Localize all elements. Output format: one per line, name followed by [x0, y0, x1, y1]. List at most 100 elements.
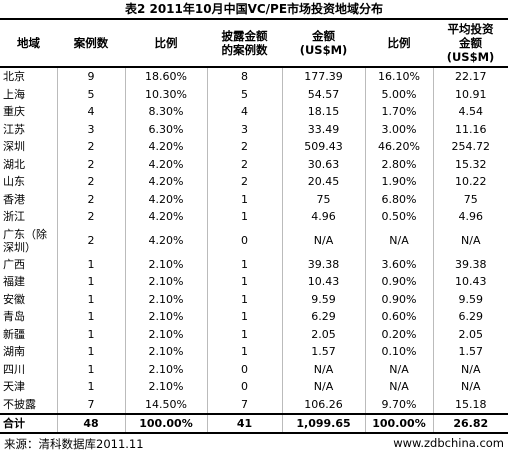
cell: 1 — [56, 255, 125, 273]
cell: 1.57 — [281, 343, 365, 361]
cell: 1.70% — [364, 103, 433, 121]
table-row: 天津 1 2.10% 0 N/A N/A N/A — [0, 378, 508, 396]
header-line: 金额 — [312, 29, 335, 43]
cell: 4.20% — [124, 155, 207, 173]
cell: 1 — [56, 325, 125, 343]
table-row: 浙江 2 4.20% 1 4.96 0.50% 4.96 — [0, 208, 508, 226]
cell: 2.05 — [432, 325, 508, 343]
cell: 3 — [56, 120, 125, 138]
cell: 0 — [206, 225, 282, 256]
cell: 1 — [56, 308, 125, 326]
cell: 6.30% — [124, 120, 207, 138]
cell: 254.72 — [432, 138, 508, 156]
cell: 26.82 — [432, 413, 508, 434]
cell: 41 — [206, 413, 282, 434]
cell: 4.20% — [124, 208, 207, 226]
cell: N/A — [432, 378, 508, 396]
cell: 3.60% — [364, 255, 433, 273]
cell: 10.30% — [124, 85, 207, 103]
cell: 四川 — [3, 362, 25, 376]
header-cell: 金额 (US$M) — [282, 18, 365, 68]
table-row: 山东 2 4.20% 2 20.45 1.90% 10.22 — [0, 173, 508, 191]
cell: 香港 — [3, 192, 25, 206]
cell: 1 — [56, 378, 125, 396]
cell: 33.49 — [281, 120, 365, 138]
cell: 2.10% — [124, 343, 207, 361]
cell: 6.29 — [281, 308, 365, 326]
table-row: 深圳 2 4.20% 2 509.43 46.20% 254.72 — [0, 138, 508, 156]
cell: 100.00% — [364, 413, 433, 434]
cell: 2.10% — [124, 325, 207, 343]
cell: 1.90% — [364, 173, 433, 191]
cell: 福建 — [3, 275, 25, 289]
header-cell: 平均投资 金额 (US$M) — [433, 18, 508, 68]
cell: 1 — [56, 343, 125, 361]
cell: 1 — [56, 273, 125, 291]
cell: 安徽 — [3, 292, 25, 306]
cell: 2 — [56, 208, 125, 226]
cell: 1 — [206, 273, 282, 291]
cell: 2.05 — [281, 325, 365, 343]
cell: 4.20% — [124, 173, 207, 191]
cell: 2.10% — [124, 308, 207, 326]
cell: 1 — [206, 343, 282, 361]
cell: 1 — [206, 325, 282, 343]
cell: 青岛 — [3, 310, 25, 324]
cell: 15.32 — [432, 155, 508, 173]
table-row: 青岛 1 2.10% 1 6.29 0.60% 6.29 — [0, 308, 508, 326]
cell: 16.10% — [364, 67, 433, 86]
cell: 2 — [56, 225, 125, 256]
cell: 重庆 — [3, 105, 25, 119]
cell: 山东 — [3, 175, 25, 189]
cell: 46.20% — [364, 138, 433, 156]
cell: 3.00% — [364, 120, 433, 138]
header-cell: 比例 — [365, 18, 433, 68]
header-cell: 地域 — [0, 18, 57, 68]
header-line: 地域 — [17, 36, 40, 50]
header-line: (US$M) — [446, 50, 495, 64]
cell: 4 — [56, 103, 125, 121]
cell: 100.00% — [124, 413, 207, 434]
cell: N/A — [281, 225, 365, 256]
cell: 4 — [206, 103, 282, 121]
header-cell: 比例 — [125, 18, 207, 68]
cell: 6.29 — [432, 308, 508, 326]
cell: 4.54 — [432, 103, 508, 121]
cell: 75 — [281, 190, 365, 208]
cell: 5 — [56, 85, 125, 103]
cell: 0.10% — [364, 343, 433, 361]
table-row: 四川 1 2.10% 0 N/A N/A N/A — [0, 360, 508, 378]
table-body: 北京 9 18.60% 8 177.39 16.10% 22.17 上海 5 10.30% 5 54.… — [0, 67, 508, 434]
cell: 106.26 — [281, 395, 365, 414]
cell: 10.43 — [432, 273, 508, 291]
cell: 湖北 — [3, 157, 25, 171]
cell: 22.17 — [432, 67, 508, 86]
header-line: 案例数 — [73, 36, 109, 50]
header-line: 比例 — [154, 36, 178, 50]
cell: 2 — [206, 155, 282, 173]
cell: 30.63 — [281, 155, 365, 173]
cell: 北京 — [3, 70, 25, 84]
cell: 1 — [56, 290, 125, 308]
cell: 0.90% — [364, 273, 433, 291]
header-line: 披露金额 — [221, 29, 268, 43]
table-row: 湖南 1 2.10% 1 1.57 0.10% 1.57 — [0, 343, 508, 361]
table-row: 香港 2 4.20% 1 75 6.80% 75 — [0, 190, 508, 208]
cell: 7 — [206, 395, 282, 414]
cell: 18.60% — [124, 67, 207, 86]
cell: 20.45 — [281, 173, 365, 191]
cell: 广东（除深圳） — [3, 227, 47, 254]
footer: 来源：清科数据库2011.11 www.zdbchina.com — [0, 434, 508, 452]
cell: 7 — [56, 395, 125, 414]
header-cell: 披露金额 的案例数 — [207, 18, 282, 68]
cell: 39.38 — [432, 255, 508, 273]
cell: 5 — [206, 85, 282, 103]
table-row: 广东（除深圳） 2 4.20% 0 N/A N/A N/A — [0, 225, 508, 256]
cell: 4.20% — [124, 138, 207, 156]
cell: 10.43 — [281, 273, 365, 291]
cell: 0.90% — [364, 290, 433, 308]
cell: N/A — [281, 378, 365, 396]
cell: N/A — [432, 225, 508, 256]
cell: 浙江 — [3, 210, 25, 224]
cell: 1 — [56, 360, 125, 378]
